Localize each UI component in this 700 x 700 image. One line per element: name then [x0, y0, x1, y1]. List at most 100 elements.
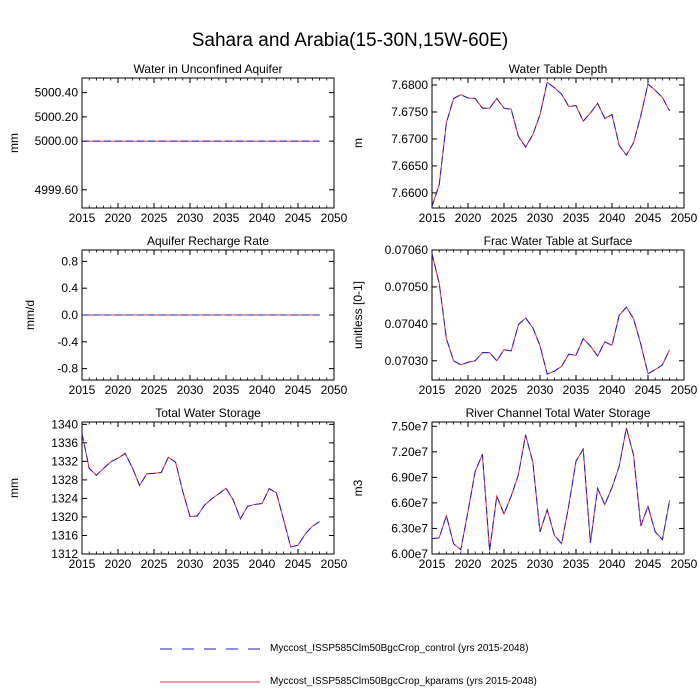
- series-control-line: [431, 253, 671, 375]
- x-tick-label: 2030: [177, 383, 204, 397]
- x-tick-label: 2020: [455, 211, 482, 225]
- x-tick-label: 2025: [491, 211, 518, 225]
- y-tick-label: 6.30e7: [391, 521, 428, 535]
- series-kparams-line: [431, 81, 671, 207]
- y-tick-label: 0.07030: [385, 354, 429, 368]
- y-tick-label: 0.4: [61, 281, 78, 295]
- y-tick-label: 7.6800: [391, 78, 428, 92]
- x-tick-label: 2020: [455, 383, 482, 397]
- series-kparams-line: [431, 253, 671, 375]
- x-tick-label: 2015: [419, 383, 446, 397]
- y-axis-label: unitless [0-1]: [351, 281, 365, 349]
- x-tick-label: 2035: [563, 557, 590, 571]
- x-tick-label: 2025: [141, 383, 168, 397]
- x-tick-label: 2020: [455, 557, 482, 571]
- y-tick-label: 7.6650: [391, 159, 428, 173]
- y-axis-label: m3: [351, 479, 365, 496]
- y-tick-label: 1332: [51, 454, 78, 468]
- series-kparams-line: [81, 433, 320, 548]
- x-tick-label: 2025: [491, 383, 518, 397]
- series-kparams-line: [431, 427, 671, 551]
- x-tick-label: 2050: [671, 211, 698, 225]
- x-tick-label: 2030: [527, 211, 554, 225]
- y-tick-label: 6.90e7: [391, 470, 428, 484]
- x-tick-label: 2035: [563, 211, 590, 225]
- x-tick-label: 2030: [527, 557, 554, 571]
- x-tick-label: 2040: [599, 211, 626, 225]
- x-tick-label: 2020: [105, 383, 132, 397]
- x-tick-label: 2045: [285, 383, 312, 397]
- panel-title: Water in Unconfined Aquifer: [134, 62, 283, 76]
- x-tick-label: 2050: [671, 383, 698, 397]
- legend-entry-kparams: Myccost_ISSP585Clm50BgcCrop_kparams (yrs…: [160, 674, 700, 694]
- x-tick-label: 2050: [321, 383, 348, 397]
- y-tick-label: 1324: [51, 491, 78, 505]
- x-tick-label: 2025: [491, 557, 518, 571]
- y-tick-label: 5000.40: [35, 86, 79, 100]
- x-tick-label: 2035: [563, 383, 590, 397]
- x-tick-label: 2040: [599, 383, 626, 397]
- x-tick-label: 2015: [419, 211, 446, 225]
- y-tick-label: 0.07040: [385, 317, 429, 331]
- plot-frame: [431, 77, 685, 209]
- chart-panel-4: Total Water Storage 2015 2020 2025 2030 2035 2…: [7, 406, 348, 571]
- x-tick-label: 2045: [285, 211, 312, 225]
- chart-panel-2: Aquifer Recharge Rate 2015 2020 2025 2030 203…: [23, 234, 348, 397]
- plot-frame: [81, 421, 335, 555]
- legend-entry-control: Myccost_ISSP585Clm50BgcCrop_control (yrs…: [160, 641, 700, 661]
- x-tick-label: 2015: [419, 557, 446, 571]
- y-tick-label: 4999.60: [35, 183, 79, 197]
- x-tick-label: 2045: [285, 557, 312, 571]
- plot-frame: [431, 421, 685, 555]
- panel-title: River Channel Total Water Storage: [466, 406, 651, 420]
- x-tick-label: 2040: [599, 557, 626, 571]
- y-tick-label: 5000.00: [35, 134, 79, 148]
- x-tick-label: 2025: [141, 211, 168, 225]
- panel-title: Total Water Storage: [155, 406, 261, 420]
- legend-label-control: Myccost_ISSP585Clm50BgcCrop_control (yrs…: [270, 643, 529, 654]
- chart-panel-0: Water in Unconfined Aquifer 2015 2020 2025 2…: [7, 62, 348, 225]
- y-tick-label: 5000.20: [35, 110, 79, 124]
- y-tick-label: 7.6750: [391, 105, 428, 119]
- panel-title: Frac Water Table at Surface: [484, 234, 633, 248]
- panel-title: Aquifer Recharge Rate: [147, 234, 269, 248]
- x-tick-label: 2020: [105, 557, 132, 571]
- y-tick-label: 0.07050: [385, 280, 429, 294]
- legend-label-kparams: Myccost_ISSP585Clm50BgcCrop_kparams (yrs…: [270, 676, 537, 687]
- x-tick-label: 2045: [635, 557, 662, 571]
- x-tick-label: 2040: [249, 383, 276, 397]
- y-tick-label: 6.00e7: [391, 547, 428, 561]
- y-tick-label: 1328: [51, 473, 78, 487]
- plot-frame: [81, 77, 335, 209]
- x-tick-label: 2035: [213, 383, 240, 397]
- figure-title: Sahara and Arabia(15-30N,15W-60E): [191, 30, 509, 51]
- y-tick-label: -0.4: [57, 335, 78, 349]
- x-tick-label: 2030: [527, 383, 554, 397]
- plot-frame: [431, 249, 685, 381]
- series-control-line: [431, 81, 671, 207]
- y-tick-label: 7.6600: [391, 186, 428, 200]
- x-tick-label: 2030: [177, 211, 204, 225]
- x-tick-label: 2035: [213, 211, 240, 225]
- y-tick-label: 1316: [51, 528, 78, 542]
- y-tick-label: 1340: [51, 417, 78, 431]
- chart-panel-5: River Channel Total Water Storage 2015 202…: [351, 406, 698, 571]
- legend-swatch-kparams: [160, 681, 260, 683]
- y-tick-label: 0.0: [61, 308, 78, 322]
- x-tick-label: 2030: [177, 557, 204, 571]
- y-tick-label: 7.6700: [391, 132, 428, 146]
- x-tick-label: 2050: [321, 211, 348, 225]
- y-tick-label: -0.8: [57, 362, 78, 376]
- y-axis-label: mm/d: [23, 300, 37, 330]
- x-tick-label: 2015: [69, 383, 96, 397]
- series-control-line: [81, 433, 320, 548]
- y-tick-label: 1336: [51, 436, 78, 450]
- x-tick-label: 2015: [69, 557, 96, 571]
- y-tick-label: 7.50e7: [391, 419, 428, 433]
- x-tick-label: 2045: [635, 211, 662, 225]
- x-tick-label: 2020: [105, 211, 132, 225]
- panel-title: Water Table Depth: [509, 62, 608, 76]
- x-tick-label: 2050: [671, 557, 698, 571]
- chart-panel-1: Water Table Depth 2015 2020 2025 2030 2035 204…: [351, 62, 698, 225]
